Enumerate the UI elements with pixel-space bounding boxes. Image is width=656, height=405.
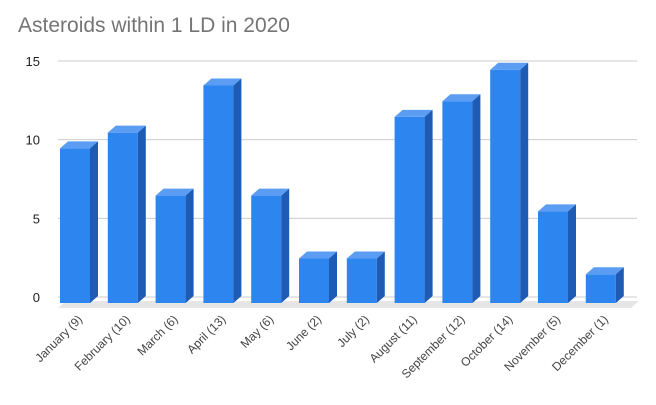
bar [299,258,329,303]
bar [490,69,521,303]
bar-top [538,204,576,212]
chart-title: Asteroids within 1 LD in 2020 [18,14,290,37]
bar-side [329,251,337,303]
y-tick-label: 5 [33,211,40,226]
bar-top [442,94,481,102]
bar-side [424,109,433,303]
bar-top [585,267,624,275]
bar-top [107,125,146,133]
bar-side [376,251,385,303]
bar [203,85,234,303]
bar [107,132,138,303]
bar [442,101,473,303]
bar-side [233,78,242,303]
bar-side [568,204,576,303]
x-tick-label: July (2) [334,312,372,350]
bar [251,195,282,303]
bar-side [472,94,481,303]
bar [585,274,616,303]
bar-top [394,109,433,117]
bar-side [137,125,146,304]
bar [538,211,568,303]
bar [155,195,186,303]
x-tick-label: March (6) [135,312,181,358]
bar-top [299,251,337,259]
bar-side [90,141,98,303]
y-tick-label: 0 [33,290,40,305]
x-tick-label: June (2) [283,312,324,353]
bar [346,258,377,303]
x-tick-label: April (13) [184,312,228,356]
bar-side [185,188,194,303]
bar-side [615,267,624,303]
bar-top [155,188,194,196]
y-tick-label: 10 [26,133,40,148]
bar [394,116,425,303]
bar [60,148,90,303]
bar-top [251,188,290,196]
bar-side [520,62,529,303]
bar-top [490,62,529,70]
bar-top [346,251,385,259]
y-tick-label: 15 [26,54,40,69]
x-tick-label: May (6) [238,312,277,351]
bar-side [281,188,290,303]
bar-top [60,141,98,149]
bar-top [203,78,242,86]
